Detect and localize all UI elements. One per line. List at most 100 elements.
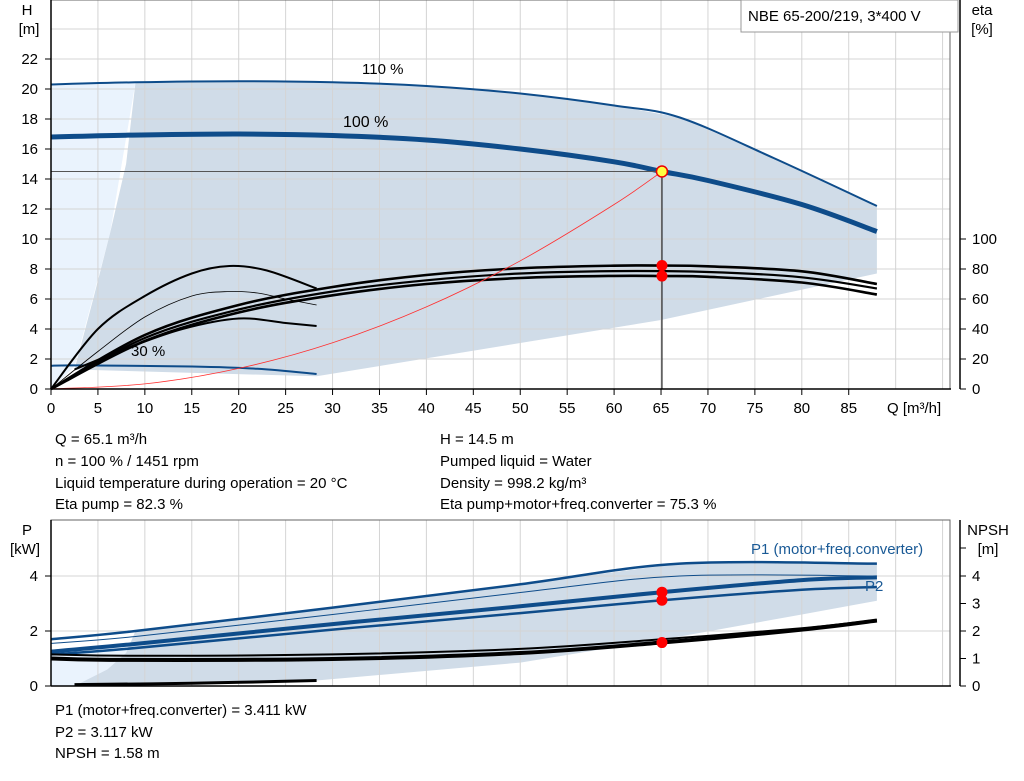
y2-tick-label: 0 [972,381,980,398]
y-axis-label-p: P [22,522,32,539]
info-temp: Liquid temperature during operation = 20… [55,475,348,492]
info-n: n = 100 % / 1451 rpm [55,453,199,470]
x-tick-label: 20 [230,400,247,417]
info-p1: P1 (motor+freq.converter) = 3.411 kW [55,702,307,719]
x-tick-label: 75 [747,400,764,417]
y-tick-label: 6 [30,291,38,308]
system-curve [50,171,663,390]
x-tick-label: 45 [465,400,482,417]
power-curve [50,575,877,654]
range-area [74,81,877,377]
power-curve [50,585,877,656]
label-100: 100 % [343,114,388,131]
light-range-area [51,82,136,390]
x-tick-label: 15 [183,400,200,417]
y-tick-label: 4 [30,321,38,338]
npsh-tick-label: 1 [972,651,980,668]
operating-point-marker [655,165,669,178]
y2-tick-label: 60 [972,291,989,308]
bottom-operating-range [51,563,877,686]
bottom-grid [50,520,950,686]
y2-tick-label: 20 [972,351,989,368]
info-npsh: NPSH = 1.58 m [55,745,160,762]
y-axis-unit-p: [kW] [10,541,40,558]
y-tick-label: 20 [21,81,38,98]
x-tick-label: 0 [47,400,55,417]
info-p2: P2 = 3.117 kW [55,724,153,741]
x-tick-label: 80 [793,400,810,417]
x-tick-label: 85 [840,400,857,417]
y2-axis-label-eta: eta [972,2,994,19]
x-tick-label: 40 [418,400,435,417]
operating-point-marker [656,586,668,598]
y-tick-label: 0 [30,381,38,398]
power-curve-min [74,679,317,687]
power-curve [50,574,877,644]
info-q: Q = 65.1 m³/h [55,431,148,448]
y-tick-label: 14 [21,171,38,188]
info-eta-total: Eta pump+motor+freq.converter = 75.3 % [440,496,717,513]
y-tick-label: 16 [21,141,38,158]
info-eta-pump: Eta pump = 82.3 % [55,496,183,513]
x-tick-label: 10 [137,400,154,417]
x-tick-label: 5 [94,400,102,417]
power-curve [50,560,877,641]
y-tick-label: 18 [21,111,38,128]
top-operating-range [51,81,877,390]
efficiency-curve [50,264,878,391]
info-liquid: Pumped liquid = Water [440,453,592,470]
x-tick-label: 25 [277,400,294,417]
legend-text: NBE 65-200/219, 3*400 V [748,8,921,25]
efficiency-point-marker [656,270,668,282]
x-tick-label: 60 [606,400,623,417]
y2-tick-label: 80 [972,261,989,278]
bottom-curves [50,560,878,687]
label-p2: P2 [865,578,883,595]
npsh-curve [50,618,878,662]
info-density: Density = 998.2 kg/m³ [440,475,587,492]
npsh-tick-label: 2 [972,623,980,640]
top-curves [50,80,878,391]
x-tick-label: 35 [371,400,388,417]
info-h: H = 14.5 m [440,431,514,448]
y2-axis-unit-npsh: [m] [978,541,999,558]
label-p1: P1 (motor+freq.converter) [751,541,923,558]
y-tick-label: 2 [30,351,38,368]
p-tick-label: 0 [30,678,38,695]
label-110: 110 % [362,61,403,78]
x-tick-label: 70 [700,400,717,417]
x-tick-label: 30 [324,400,341,417]
axes: 0 5 10 15 20 25 30 35 40 45 50 55 60 65 70 75 80 85024681… [21,0,997,695]
y-tick-label: 8 [30,261,38,278]
efficiency-curve [50,264,317,390]
y-axis-label-h: H [22,2,33,19]
npsh-tick-label: 3 [972,596,980,613]
y-tick-label: 22 [21,51,38,68]
p-tick-label: 4 [30,568,38,585]
x-axis-label: Q [m³/h] [887,400,941,417]
y2-axis-unit-eta: [%] [971,21,993,38]
efficiency-curve [50,274,878,391]
operating-point-marker [656,594,668,606]
y2-tick-label: 100 [972,231,997,248]
efficiency-curve [74,317,317,371]
x-tick-label: 65 [653,400,670,417]
p-tick-label: 2 [30,623,38,640]
y-tick-label: 12 [21,201,38,218]
y-axis-unit-h: [m] [19,21,40,38]
y2-axis-label-npsh: NPSH [967,522,1009,539]
npsh-tick-label: 4 [972,568,980,585]
head-curve [50,131,878,234]
x-tick-label: 50 [512,400,529,417]
x-tick-label: 55 [559,400,576,417]
label-30: 30 % [131,343,165,360]
operating-point-marker [656,637,668,649]
head-curve [50,80,878,207]
npsh-tick-label: 0 [972,678,980,695]
efficiency-point-marker [656,260,668,272]
legend-box [740,0,959,33]
efficiency-curve [50,269,878,390]
efficiency-curve [50,290,317,390]
y-tick-label: 10 [21,231,38,248]
